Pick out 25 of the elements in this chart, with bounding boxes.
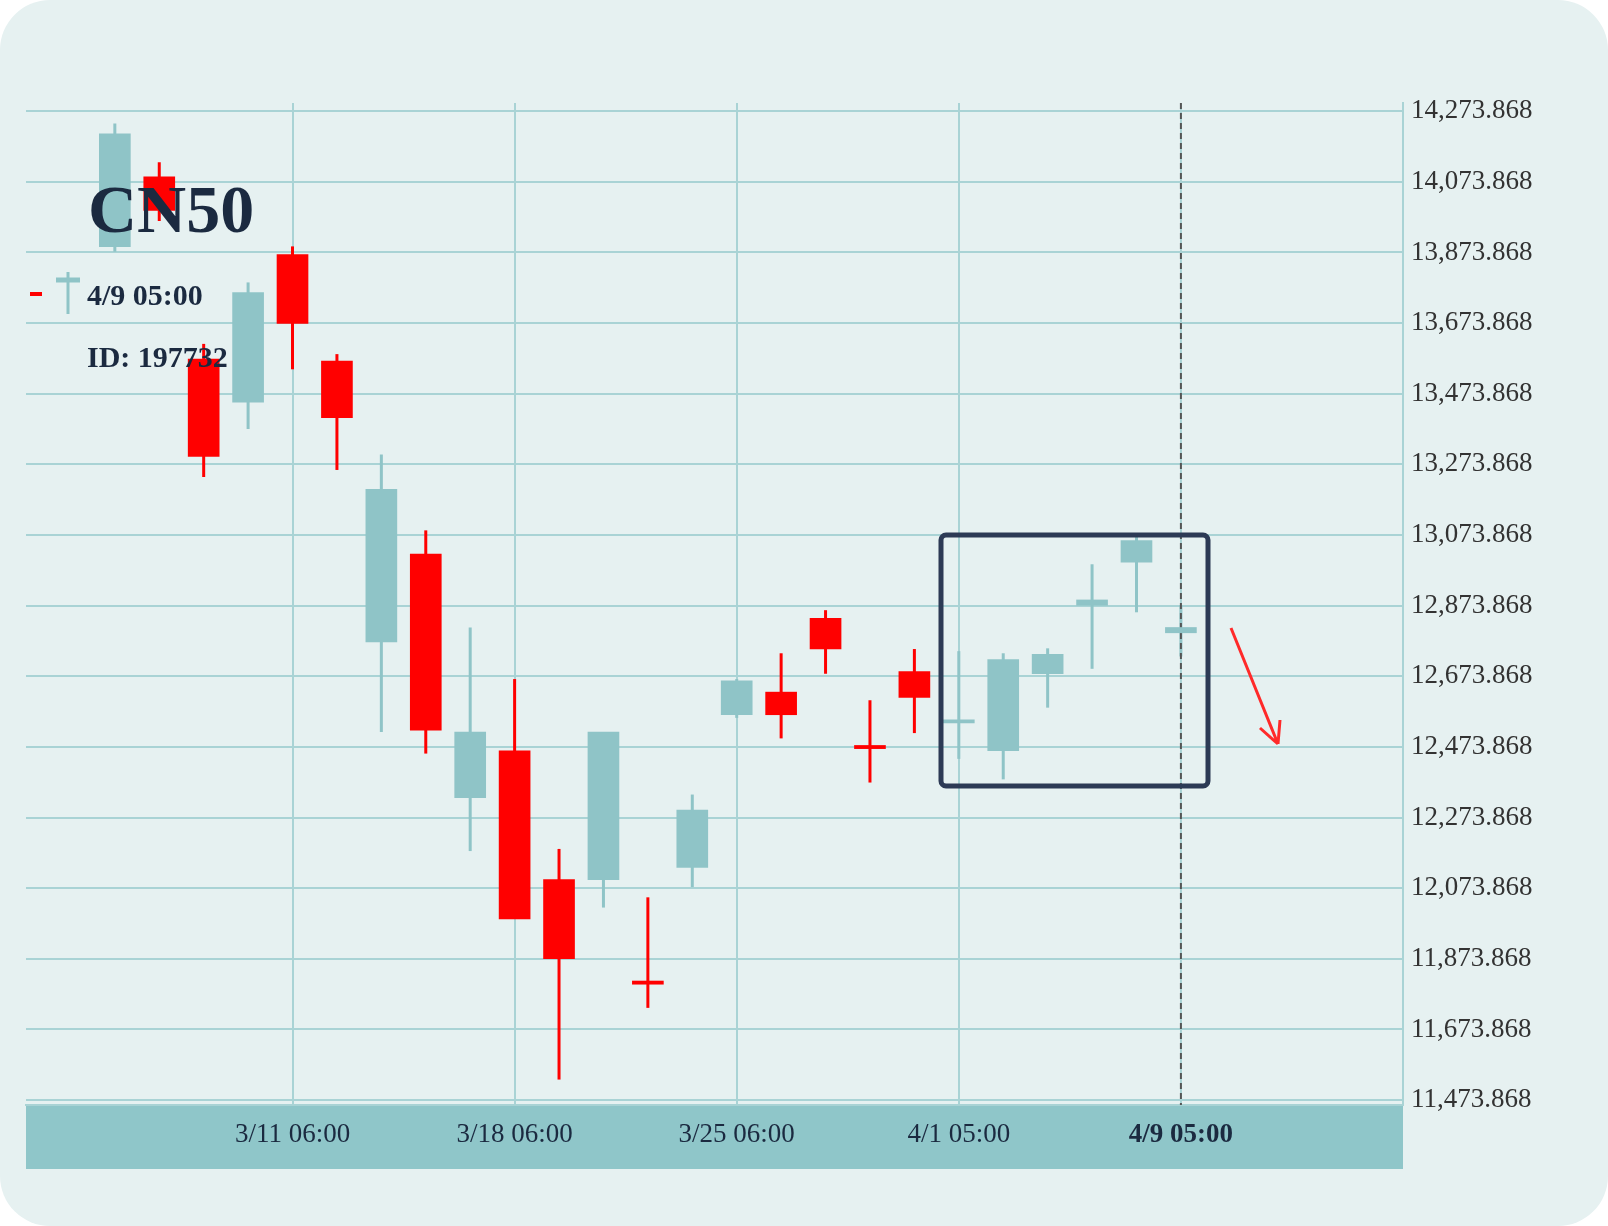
y-tick-label: 12,673.868 (1411, 659, 1533, 690)
y-tick-label: 13,073.868 (1411, 518, 1533, 549)
y-tick-label: 14,073.868 (1411, 164, 1533, 195)
candlestick (1076, 564, 1108, 669)
candlestick (854, 700, 886, 783)
x-tick-label: 3/25 06:00 (678, 1118, 795, 1149)
y-tick-label: 13,873.868 (1411, 235, 1533, 266)
y-tick-label: 11,473.868 (1411, 1083, 1532, 1114)
x-tick-label: 3/18 06:00 (456, 1118, 573, 1149)
y-tick-label: 13,673.868 (1411, 306, 1533, 337)
x-tick-label: 4/1 05:00 (907, 1118, 1011, 1149)
x-tick-label: 4/9 05:00 (1128, 1118, 1234, 1149)
y-tick-label: 13,473.868 (1411, 376, 1533, 407)
annotation: 4/9 05:00 (87, 278, 203, 312)
candlestick (632, 897, 664, 1008)
y-tick-label: 12,873.868 (1411, 588, 1533, 619)
text: CN50 (88, 170, 255, 249)
y-tick-label: 12,273.868 (1411, 800, 1533, 831)
y-tick-label: 12,473.868 (1411, 730, 1533, 761)
y-tick-label: 14,273.868 (1411, 94, 1533, 125)
y-tick-label: 11,673.868 (1411, 1012, 1532, 1043)
y-tick-label: 12,073.868 (1411, 871, 1533, 902)
y-tick-label: 13,273.868 (1411, 447, 1533, 478)
y-tick-label: 11,873.868 (1411, 941, 1532, 972)
x-tick-label: 3/11 06:00 (234, 1118, 351, 1149)
